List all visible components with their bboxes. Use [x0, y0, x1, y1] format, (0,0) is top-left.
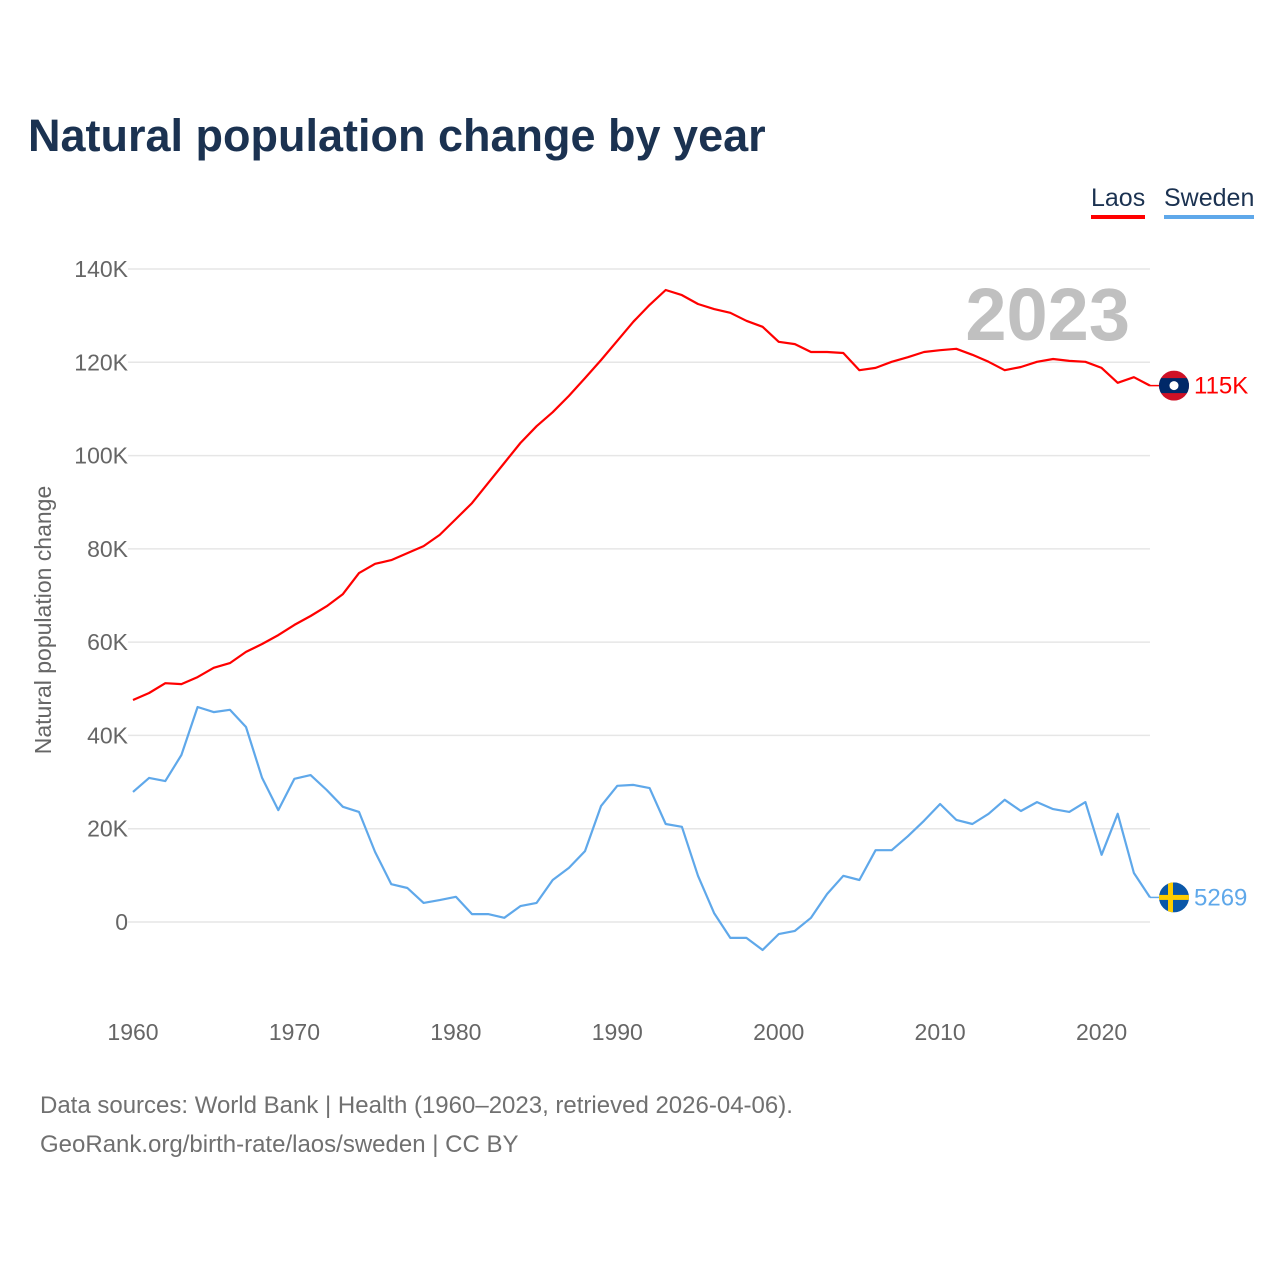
- y-axis-label: Natural population change: [30, 486, 56, 755]
- laos-flag-icon: [1159, 370, 1189, 401]
- flag-cross-v: [1168, 882, 1173, 913]
- y-tick-label: 0: [115, 909, 128, 935]
- series-line-laos: [132, 288, 1151, 702]
- footer: Data sources: World Bank | Health (1960–…: [40, 1086, 793, 1164]
- flag-cross-h: [1159, 894, 1189, 900]
- x-tick-label: 2010: [915, 1019, 966, 1045]
- x-tick-label: 2020: [1076, 1019, 1127, 1045]
- flag-body: [1159, 370, 1189, 401]
- legend-item-laos[interactable]: Laos: [1091, 184, 1146, 219]
- year-watermark: 2023: [965, 273, 1130, 356]
- y-tick-label: 80K: [87, 536, 129, 562]
- y-tick-label: 140K: [74, 256, 128, 282]
- end-value-label: 5269: [1194, 884, 1247, 911]
- x-tick-label: 2000: [753, 1019, 804, 1045]
- x-tick-label: 1960: [107, 1019, 158, 1045]
- x-tick-label: 1970: [269, 1019, 320, 1045]
- footer-credit[interactable]: GeoRank.org/birth-rate/laos/sweden | CC …: [40, 1131, 519, 1158]
- chart-title: Natural population change by year: [28, 110, 766, 161]
- flag-disc: [1169, 381, 1179, 391]
- series-line-sweden: [132, 705, 1151, 952]
- y-tick-label: 120K: [74, 349, 128, 375]
- end-value-label: 115K: [1194, 373, 1248, 400]
- footer-sources: Data sources: World Bank | Health (1960–…: [40, 1092, 793, 1119]
- x-tick-label: 1980: [430, 1019, 481, 1045]
- legend-item-sweden[interactable]: Sweden: [1164, 184, 1255, 219]
- sweden-flag-icon: [1159, 882, 1189, 913]
- flag-body: [1159, 882, 1189, 913]
- y-tick-label: 60K: [87, 629, 129, 655]
- y-tick-label: 20K: [87, 816, 129, 842]
- y-tick-label: 40K: [87, 722, 129, 748]
- x-tick-label: 1990: [592, 1019, 643, 1045]
- y-tick-label: 100K: [74, 443, 128, 469]
